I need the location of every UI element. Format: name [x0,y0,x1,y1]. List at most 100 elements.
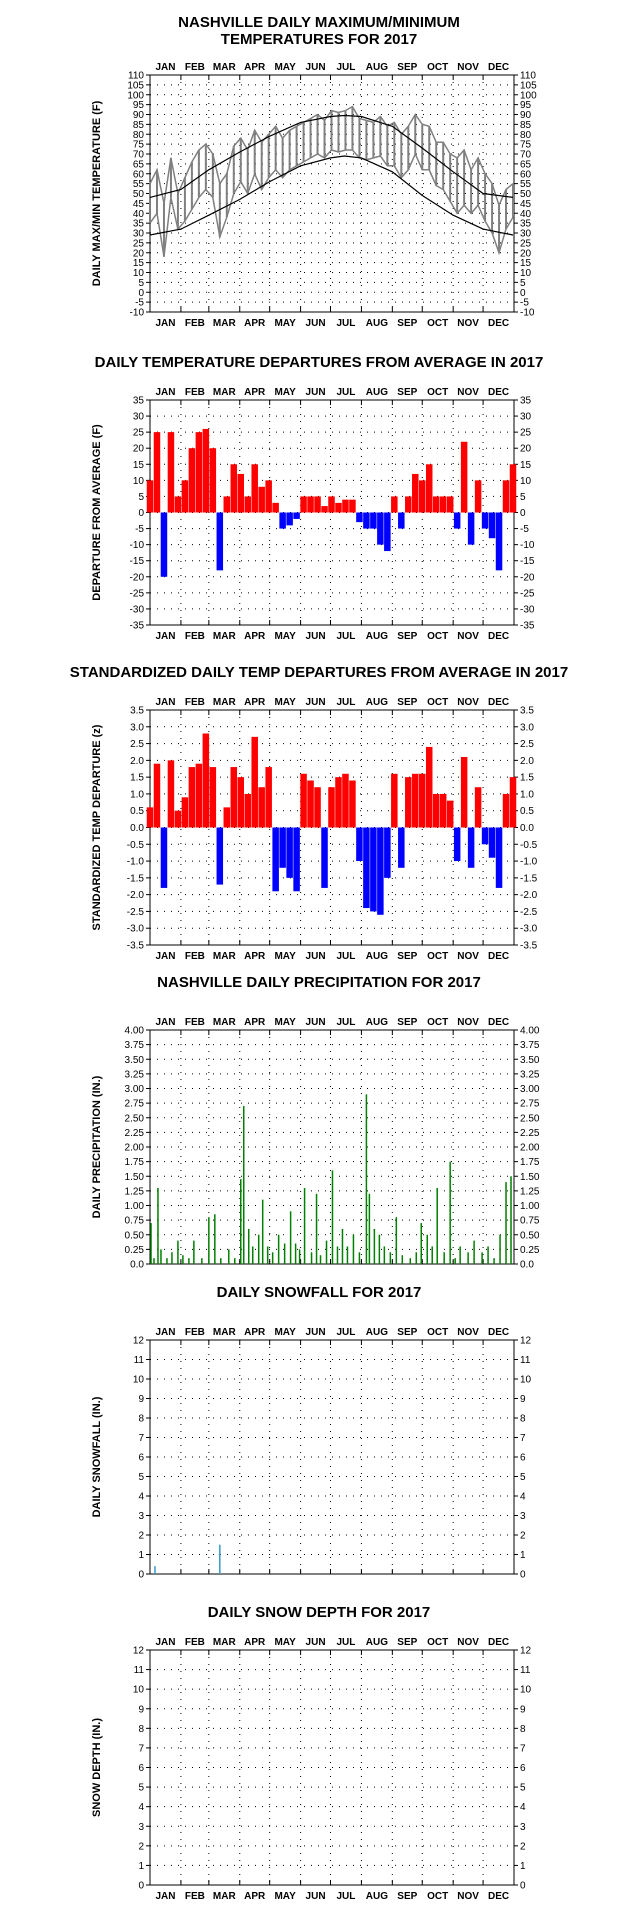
y-tick-label-right: 0.50 [520,1230,540,1241]
month-label-bottom: JUL [337,951,356,960]
data-bar [509,777,517,828]
month-label-top: MAR [213,697,237,708]
y-tick-label-left: -2.0 [127,890,145,901]
month-label-bottom: JAN [155,1891,175,1902]
data-bar [244,496,251,513]
y-tick-label-left: 0 [138,1881,144,1892]
y-tick-label-left: 1 [138,1861,144,1872]
y-tick-label-left: 90 [133,110,145,121]
y-tick-label-left: 1.50 [125,1172,145,1183]
y-tick-label-left: 11 [134,1665,145,1676]
month-label-top: JUN [306,387,326,398]
month-label-top: NOV [457,1017,479,1028]
y-tick-label-right: -30 [520,604,535,615]
data-bar [363,827,370,909]
month-label-top: FEB [185,1017,205,1028]
y-tick-label-left: 85 [133,120,145,131]
data-bar [509,464,517,513]
data-bar [459,1246,461,1264]
y-tick-label-left: -0.5 [127,840,145,851]
y-tick-label-right: -3.5 [520,941,538,952]
data-bar [279,827,286,868]
y-tick-label-left: 4.00 [125,1026,145,1037]
y-tick-label-left: -35 [130,621,145,632]
data-bar [453,827,461,862]
data-bar [188,767,196,828]
y-tick-label-left: 8 [138,1414,144,1425]
month-label-top: OCT [427,697,448,708]
data-bar [201,1258,203,1264]
data-bar [277,1234,280,1264]
month-label-top: JUN [306,697,326,708]
title-line: TEMPERATURES FOR 2017 [220,31,418,48]
data-bar [167,432,175,513]
y-tick-label-left: 100 [127,90,144,101]
data-bar [160,1249,162,1264]
data-bar [202,733,210,828]
month-label-top: MAR [213,387,237,398]
title-line: STANDARDIZED DAILY TEMP DEPARTURES FROM … [69,664,569,681]
standardized-chart-title: STANDARDIZED DAILY TEMP DEPARTURES FROM … [0,664,638,681]
departure-chart-title: DAILY TEMPERATURE DEPARTURES FROM AVERAG… [0,354,638,371]
y-tick-label-right: -2.5 [520,907,538,918]
data-bar [405,777,412,828]
month-label-bottom: MAY [274,1891,296,1902]
month-label-bottom: MAY [274,318,296,329]
month-label-bottom: SEP [397,318,417,329]
month-label-top: NOV [457,1327,479,1338]
y-tick-label-right: 0.75 [520,1216,540,1227]
month-label-top: OCT [427,1327,448,1338]
month-label-top: DEC [488,1017,509,1028]
data-bar [174,810,182,828]
y-tick-label-right: 7 [520,1743,526,1754]
data-bar [261,1199,264,1264]
data-bar [230,767,238,828]
month-label-bottom: APR [244,951,266,960]
month-label-top: NOV [457,387,479,398]
data-bar [228,1249,230,1264]
data-bar [181,480,189,513]
data-bar [223,496,231,513]
data-bar [474,480,482,513]
data-bar [488,827,496,858]
data-bar [358,1252,361,1264]
y-axis-label: DEPARTURE FROM AVERAGE (F) [91,424,103,601]
y-tick-label-right: 15 [520,258,532,269]
month-label-top: SEP [397,1327,417,1338]
month-label-top: JUN [306,62,326,73]
month-label-top: MAY [274,1637,296,1648]
y-tick-label-left: 10 [133,1685,145,1696]
month-label-top: NOV [457,1637,479,1648]
y-axis-label: DAILY SNOWFALL (IN.) [91,1396,103,1517]
data-bar [499,1234,501,1264]
data-bar [502,793,510,828]
y-tick-label-left: 75 [133,140,145,151]
month-label-bottom: MAR [213,631,237,640]
y-tick-label-left: -1.5 [127,873,145,884]
month-label-top: JAN [155,62,175,73]
y-tick-label-left: 0.25 [125,1245,145,1256]
title-line: NASHVILLE DAILY PRECIPITATION FOR 2017 [157,974,481,991]
data-bar [426,1234,428,1264]
data-bar [425,746,433,828]
data-bar [247,1228,250,1264]
y-tick-label-right: 25 [520,428,532,439]
data-bar [293,827,300,892]
month-label-top: JUL [337,1017,356,1028]
y-tick-label-left: 25 [133,238,145,249]
month-label-top: JUL [337,697,356,708]
data-bar [160,827,168,888]
y-tick-label-right: 1.00 [520,1201,540,1212]
y-tick-label-right: 25 [520,238,532,249]
y-tick-label-left: 3 [138,1822,144,1833]
data-bar [209,448,217,513]
data-bar [473,1240,475,1264]
y-tick-label-left: 5 [138,278,144,289]
month-label-bottom: JUL [337,1891,356,1902]
y-tick-label-left: -10 [130,308,145,319]
y-tick-label-right: -20 [520,572,535,583]
y-tick-label-right: 110 [520,71,536,82]
data-bar [328,787,335,828]
month-label-top: JUL [337,1327,356,1338]
